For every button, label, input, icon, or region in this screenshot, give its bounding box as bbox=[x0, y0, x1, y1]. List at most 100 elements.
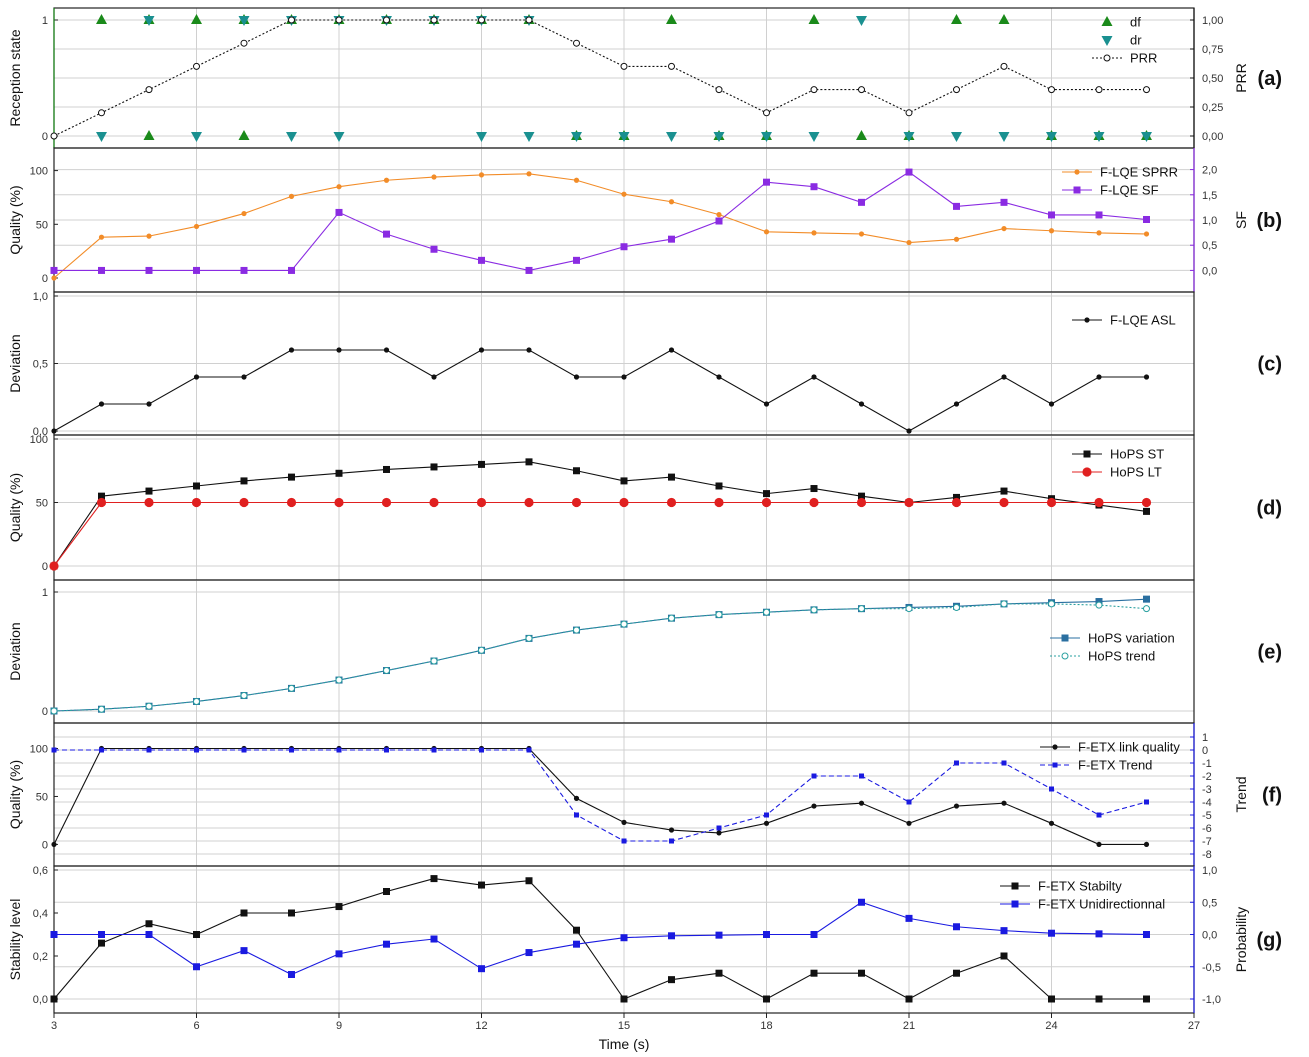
data-point bbox=[1095, 86, 1103, 94]
legend-label: PRR bbox=[1130, 51, 1157, 66]
legend-marker bbox=[1011, 900, 1019, 908]
legend-marker bbox=[1061, 634, 1069, 642]
data-point bbox=[335, 950, 343, 958]
legend-marker bbox=[1052, 762, 1058, 768]
data-point bbox=[1143, 231, 1150, 237]
data-point bbox=[906, 239, 912, 246]
data-point bbox=[286, 132, 297, 142]
data-point bbox=[905, 995, 913, 1003]
y-tick-label: 50 bbox=[36, 219, 48, 231]
data-point bbox=[525, 266, 533, 274]
y2-tick-label: 1,00 bbox=[1202, 15, 1223, 27]
data-point bbox=[430, 16, 438, 24]
series-line bbox=[53, 19, 1147, 137]
data-point bbox=[1095, 995, 1103, 1003]
legend: HoPS ST HoPS LT bbox=[1072, 447, 1164, 480]
panel-g: 0,0 0,2 0,4 0,6 1,0 0,5 0,0 -0,5 -1,0 Probability… bbox=[7, 865, 1282, 1014]
data-point bbox=[1048, 86, 1055, 94]
series-line bbox=[53, 747, 1147, 845]
x-tick-label: 24 bbox=[1045, 1020, 1057, 1032]
data-point bbox=[620, 243, 628, 251]
series-f-etx-stabilty bbox=[50, 875, 1150, 1003]
x-tick-label: 27 bbox=[1188, 1020, 1200, 1032]
data-point bbox=[809, 497, 819, 508]
data-point bbox=[146, 747, 152, 753]
data-point bbox=[381, 497, 392, 508]
data-point bbox=[288, 266, 295, 274]
data-point bbox=[193, 223, 200, 230]
data-point bbox=[143, 130, 155, 140]
data-point bbox=[51, 428, 57, 434]
data-point bbox=[50, 707, 58, 715]
data-point bbox=[951, 14, 962, 24]
legend: df dr PRR bbox=[1092, 15, 1157, 66]
data-point bbox=[240, 477, 248, 485]
x-tick-label: 12 bbox=[475, 1020, 487, 1032]
data-point bbox=[810, 485, 818, 493]
data-point bbox=[193, 374, 200, 380]
data-point bbox=[430, 245, 438, 253]
legend: HoPS variation HoPS trend bbox=[1050, 631, 1175, 664]
data-point bbox=[763, 178, 770, 186]
data-point bbox=[239, 497, 249, 508]
data-point bbox=[668, 473, 675, 481]
panel-tag: (e) bbox=[1258, 642, 1282, 664]
y-tick-label: 0,0 bbox=[33, 994, 48, 1006]
data-point bbox=[430, 935, 438, 943]
data-point bbox=[193, 482, 200, 490]
y2-tick-label: 0,25 bbox=[1202, 102, 1223, 114]
data-point bbox=[238, 16, 250, 26]
data-point bbox=[524, 497, 534, 508]
data-point bbox=[905, 605, 913, 613]
data-point bbox=[286, 497, 297, 508]
data-point bbox=[429, 497, 439, 508]
data-point bbox=[666, 132, 677, 142]
data-point bbox=[573, 626, 580, 634]
data-point bbox=[763, 608, 770, 616]
series-dr-one bbox=[143, 16, 867, 26]
y-tick-label: 0 bbox=[42, 706, 48, 718]
data-point bbox=[1095, 930, 1103, 938]
data-point bbox=[98, 401, 105, 407]
data-point bbox=[334, 497, 344, 508]
data-point bbox=[430, 463, 438, 471]
data-point bbox=[715, 969, 723, 977]
data-point bbox=[905, 109, 913, 117]
data-point bbox=[1143, 995, 1150, 1003]
y2-tick-label: 0,5 bbox=[1202, 240, 1217, 252]
data-point bbox=[143, 16, 155, 26]
x-tick-label: 21 bbox=[903, 1020, 915, 1032]
data-point bbox=[668, 827, 675, 833]
data-point bbox=[1000, 198, 1008, 206]
legend-marker bbox=[1061, 652, 1069, 660]
series-df bbox=[96, 14, 1010, 24]
data-point bbox=[288, 193, 295, 199]
data-point bbox=[620, 477, 628, 485]
legend-label: dr bbox=[1130, 33, 1142, 48]
data-point bbox=[193, 62, 200, 70]
series-hops-st bbox=[50, 458, 1150, 570]
data-point bbox=[478, 256, 485, 264]
data-point bbox=[858, 231, 865, 237]
data-point bbox=[715, 482, 723, 490]
data-point bbox=[620, 62, 628, 70]
data-point bbox=[763, 490, 770, 498]
data-point bbox=[999, 497, 1009, 508]
y-tick-label: 0 bbox=[42, 561, 48, 573]
data-point bbox=[430, 657, 438, 665]
y2-tick-label: 0,0 bbox=[1202, 930, 1217, 942]
legend: F-ETX Stabilty F-ETX Unidirectionnal bbox=[1000, 879, 1165, 912]
data-point bbox=[430, 875, 438, 883]
data-point bbox=[619, 497, 629, 508]
y2-tick-label: 1,5 bbox=[1202, 190, 1217, 202]
series-hops-lt bbox=[49, 497, 1152, 571]
y2-tick-label: 2,0 bbox=[1202, 165, 1217, 177]
x-axis-label: Time (s) bbox=[599, 1036, 650, 1052]
data-point bbox=[620, 934, 628, 942]
data-point bbox=[194, 747, 199, 753]
data-point bbox=[764, 812, 769, 818]
data-point bbox=[240, 39, 248, 47]
data-point bbox=[573, 39, 580, 47]
y2-axis-label: Probability bbox=[1233, 907, 1249, 972]
data-point bbox=[145, 487, 153, 495]
